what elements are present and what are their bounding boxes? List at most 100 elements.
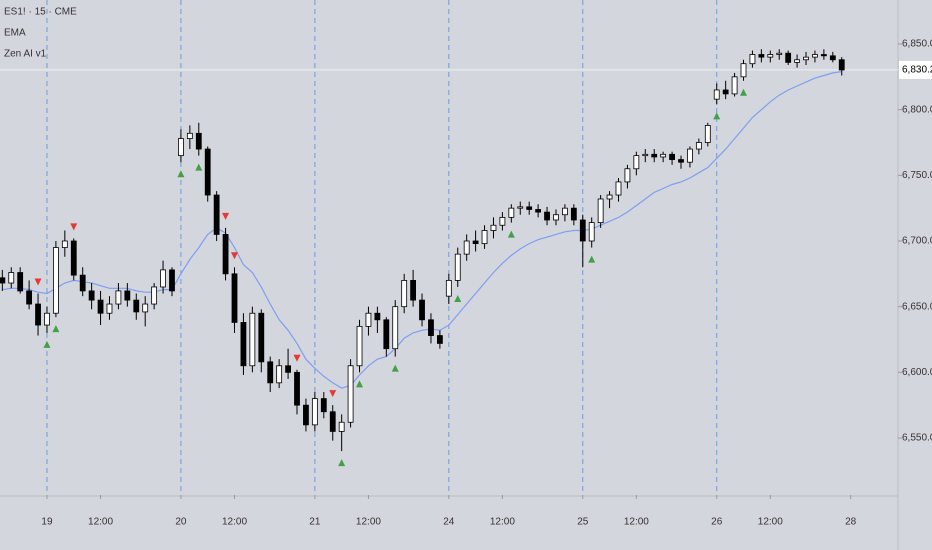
candle-body [517, 206, 524, 209]
candle-body [624, 168, 631, 183]
candle-body [785, 52, 792, 63]
y-tick-label: 6,650.00 [902, 301, 932, 312]
last-price-label: 6,830.25 [902, 65, 932, 76]
candle-body [249, 312, 256, 367]
candle-body [115, 290, 122, 305]
candle-body [660, 153, 667, 158]
candle-body [678, 159, 684, 163]
candle-body [53, 247, 59, 314]
candle-body [481, 230, 488, 245]
candle-body [713, 89, 720, 100]
y-tick-label: 6,550.00 [902, 433, 932, 444]
candle-body [329, 411, 336, 432]
candle-body [231, 273, 238, 323]
candle-body [838, 59, 845, 71]
buy-signal [356, 380, 364, 388]
x-tick-label: 25 [577, 517, 589, 528]
x-tick-label: 28 [845, 517, 857, 528]
buy-signal [713, 112, 721, 120]
candle-body [829, 55, 836, 61]
candle-body [597, 198, 604, 224]
x-tick-label: 26 [711, 517, 723, 528]
x-tick-label: 12:00 [222, 517, 247, 528]
candle-body [17, 272, 24, 292]
candle-body [740, 63, 747, 78]
buy-signal [52, 325, 60, 333]
candle-body [562, 207, 568, 216]
candle-body [240, 322, 247, 367]
candle-body [258, 312, 265, 363]
x-tick-label: 12:00 [356, 517, 381, 528]
candle-body [160, 269, 166, 288]
candle-body [526, 206, 533, 210]
candle-body [642, 153, 649, 157]
candle-body [222, 234, 229, 275]
buy-signal [338, 459, 346, 467]
candle-body [178, 138, 184, 157]
candle-body [570, 207, 577, 221]
candle-body [35, 303, 41, 326]
y-tick-label: 6,750.00 [902, 170, 932, 181]
candle-body [8, 272, 15, 284]
buy-signal [454, 294, 462, 302]
candle-body [267, 361, 274, 384]
candle-body [383, 319, 390, 350]
candle-body [186, 132, 193, 139]
candle-body [169, 269, 175, 292]
candle-body [454, 253, 461, 281]
candle-body [669, 153, 675, 160]
sell-signal [222, 212, 230, 220]
y-tick-label: 6,600.00 [902, 367, 932, 378]
buy-signal [391, 364, 399, 372]
candle-body [695, 142, 702, 150]
candle-body [79, 274, 86, 292]
candle-body [356, 325, 363, 367]
sell-signal [329, 390, 337, 398]
candle-body [544, 211, 550, 221]
legend-item: Zen AI v1 [4, 49, 47, 60]
candle-body [97, 299, 104, 314]
candle-body [26, 290, 33, 305]
candle-body [472, 240, 479, 245]
candle-body [320, 398, 327, 413]
candle-body [142, 303, 149, 313]
candle-body [749, 54, 756, 65]
x-tick-label: 12:00 [624, 517, 649, 528]
candle-body [820, 54, 827, 57]
candle-body [276, 365, 283, 384]
legend-item: ES1! · 15 · CME [4, 7, 77, 18]
candle-body [776, 52, 783, 55]
candle-body [490, 224, 497, 231]
candle-body [195, 132, 202, 150]
x-tick-label: 12:00 [490, 517, 515, 528]
candle-body [436, 335, 443, 344]
candle-body [499, 216, 506, 226]
buy-signal [588, 255, 596, 263]
candle-body [606, 194, 613, 200]
candle-body [338, 421, 345, 432]
candle-body [311, 398, 318, 426]
x-tick-label: 24 [443, 517, 455, 528]
candle-body [758, 54, 765, 58]
candle-body [588, 222, 595, 242]
candle-body [508, 207, 515, 218]
candle-body [704, 125, 711, 143]
buy-signal [43, 340, 51, 348]
candle-body [106, 303, 113, 314]
candle-body [419, 299, 425, 321]
candle-body [794, 59, 800, 63]
candle-body [428, 319, 434, 336]
buy-signal [740, 88, 748, 96]
candle-body [579, 219, 586, 242]
candle-body [124, 290, 131, 301]
candle-body [401, 279, 408, 308]
candle-body [151, 286, 158, 305]
buy-signal [177, 170, 185, 178]
last-price-box [899, 60, 932, 79]
candle-body [133, 299, 140, 313]
buy-signal [507, 230, 515, 238]
y-tick-label: 6,850.00 [902, 39, 932, 50]
candle-body [392, 306, 399, 350]
x-tick-label: 21 [309, 517, 321, 528]
